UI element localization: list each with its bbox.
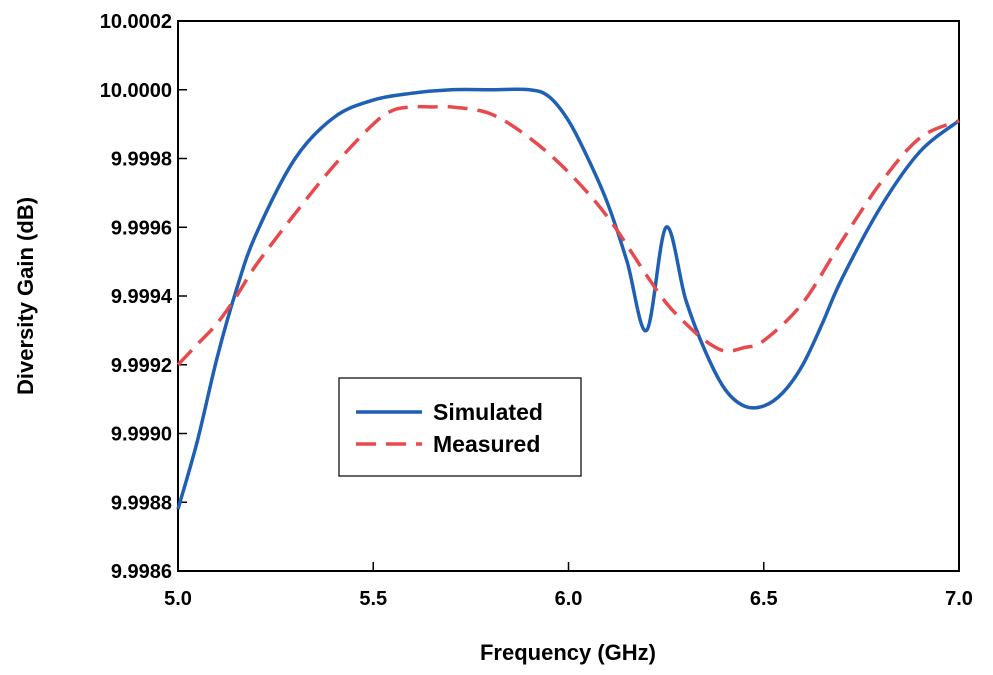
legend-label-measured: Measured bbox=[433, 431, 540, 457]
y-tick-label: 9.9998 bbox=[111, 149, 172, 171]
x-tick-label: 6.5 bbox=[750, 588, 778, 610]
y-tick-label: 9.9990 bbox=[111, 424, 172, 446]
y-tick-label: 9.9996 bbox=[111, 217, 172, 239]
y-tick-label: 9.9992 bbox=[111, 355, 172, 377]
x-tick-label: 5.5 bbox=[359, 588, 387, 610]
legend-label-simulated: Simulated bbox=[433, 399, 543, 425]
series-line-simulated bbox=[176, 87, 961, 510]
x-axis: 5.0 5.5 6.0 6.5 7.0 bbox=[164, 562, 973, 610]
legend-box bbox=[338, 377, 582, 477]
y-axis-title: Diversity Gain (dB) bbox=[13, 197, 38, 395]
y-tick-label: 9.9994 bbox=[111, 286, 173, 308]
x-tick-label: 7.0 bbox=[945, 588, 973, 610]
y-axis: 9.9986 9.9988 9.9990 9.9992 9.9994 9.9996 9.99… bbox=[100, 11, 187, 583]
y-tick-label: 9.9988 bbox=[111, 492, 172, 514]
plot-area-frame bbox=[177, 20, 960, 572]
series-line-measured bbox=[176, 104, 960, 366]
y-tick-label: 10.0002 bbox=[100, 11, 172, 33]
y-tick-label: 10.0000 bbox=[100, 80, 172, 102]
series-layer bbox=[176, 87, 961, 510]
x-axis-title: Frequency (GHz) bbox=[480, 640, 656, 665]
legend: Simulated Measured bbox=[338, 377, 582, 477]
x-tick-label: 6.0 bbox=[555, 588, 583, 610]
x-tick-label: 5.0 bbox=[164, 588, 192, 610]
y-tick-label: 9.9986 bbox=[111, 561, 172, 583]
